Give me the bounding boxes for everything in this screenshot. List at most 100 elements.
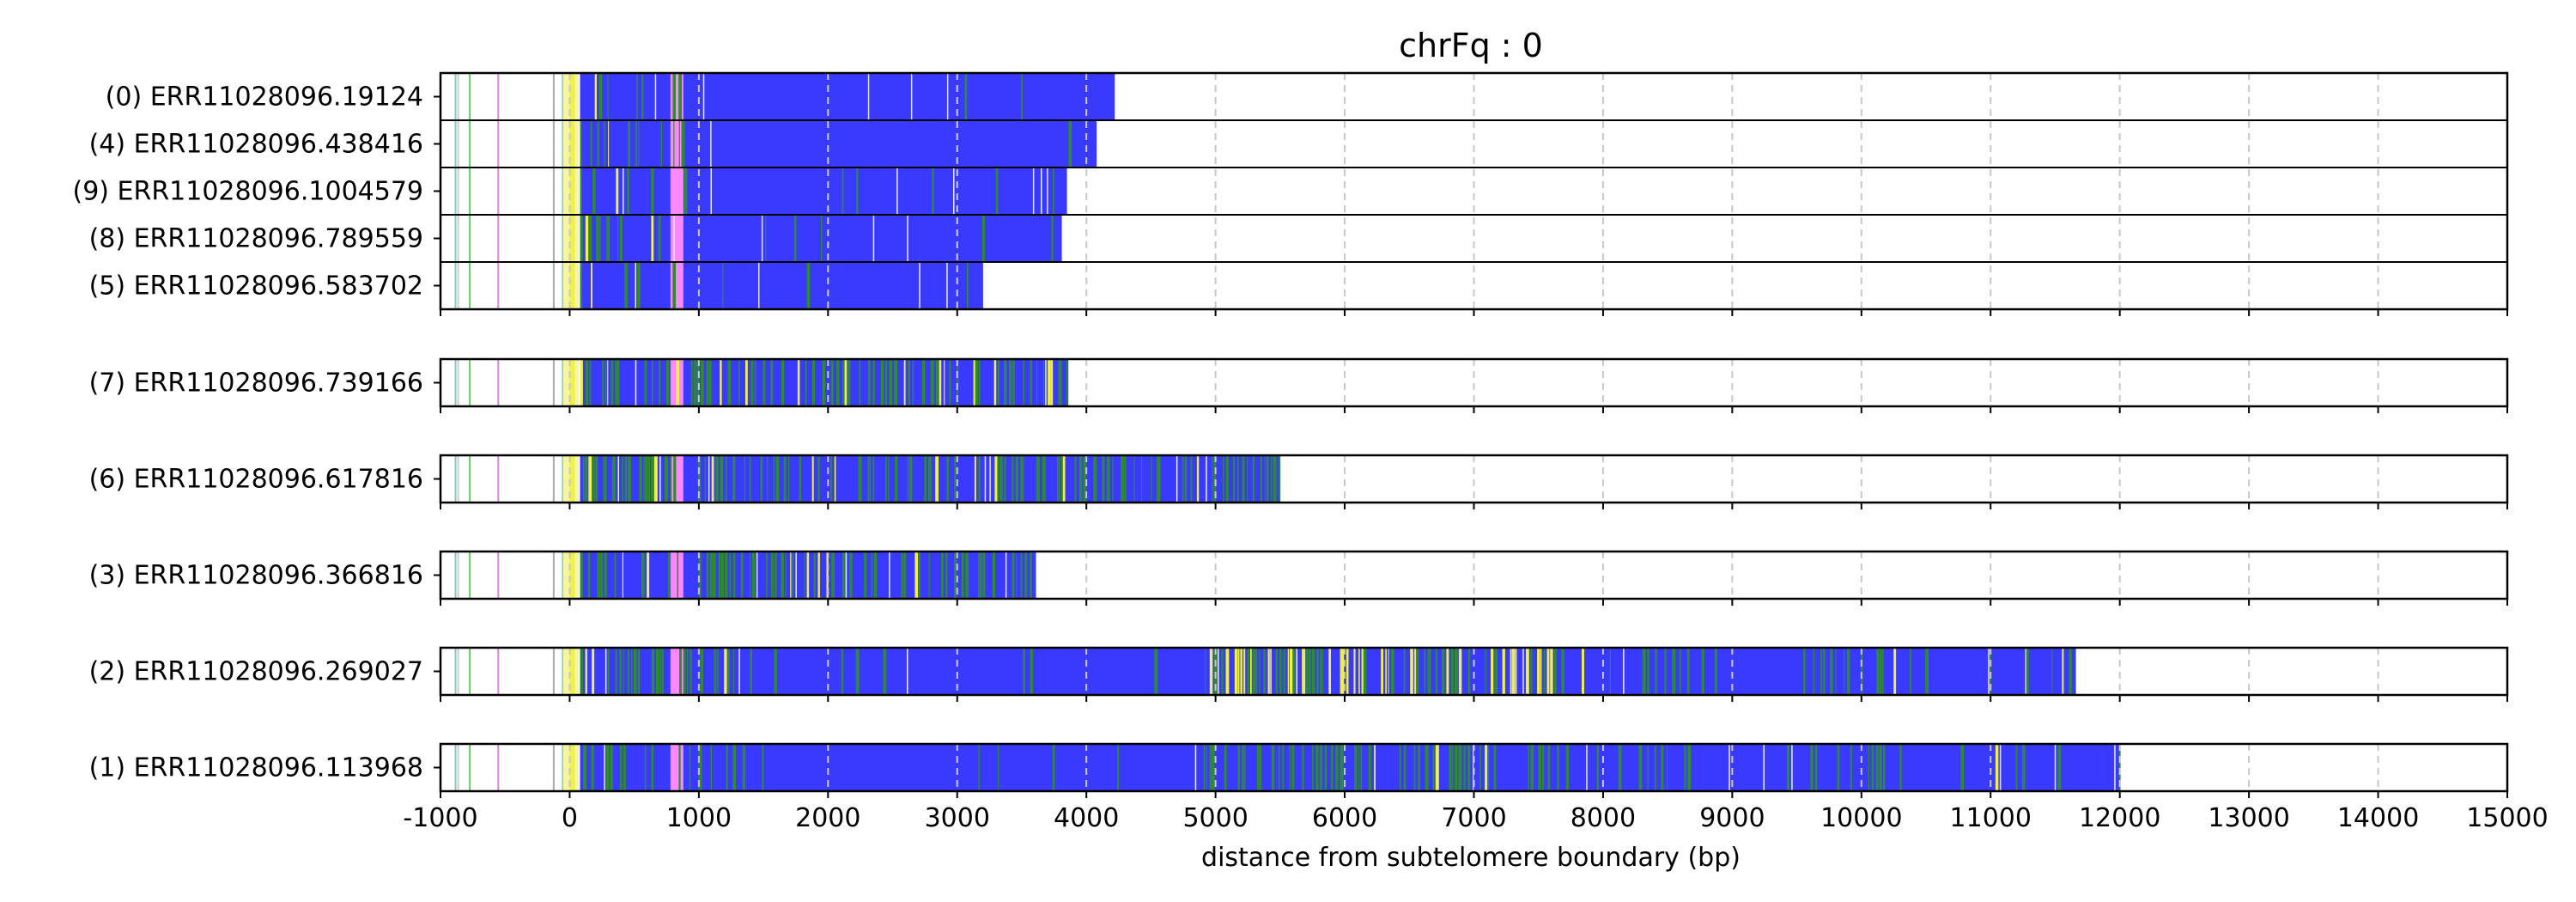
- read-segment: [592, 168, 596, 215]
- read-segment: [622, 455, 623, 503]
- read-segment: [1030, 359, 1033, 406]
- read-segment: [774, 648, 777, 695]
- read-segment: [2114, 744, 2116, 791]
- read-segment: [1550, 648, 1553, 695]
- read-segment: [998, 744, 999, 791]
- read-group: (0) ERR11028096.19124 (4) ERR11028096.438…: [72, 71, 2509, 316]
- read-segment: [894, 359, 898, 406]
- read-segment: [1340, 648, 1341, 695]
- read-segment: [856, 168, 859, 215]
- read-segment: [997, 455, 999, 503]
- read-segment: [699, 552, 702, 599]
- read-segment: [580, 120, 1097, 168]
- read-segment: [1211, 744, 1215, 791]
- read-segment: [457, 262, 459, 309]
- read-segment: [580, 359, 583, 406]
- read-segment: [1837, 744, 1840, 791]
- read-segment: [1374, 744, 1376, 791]
- read-segment: [885, 455, 887, 503]
- read-segment: [1546, 648, 1550, 695]
- read-row: [454, 168, 1067, 215]
- read-segment: [673, 215, 675, 262]
- read-segment: [1068, 120, 1072, 168]
- read-segment: [580, 168, 1067, 215]
- read-segment: [1242, 744, 1244, 791]
- read-segment: [469, 359, 471, 406]
- read-segment: [1810, 744, 1814, 791]
- read-segment: [1399, 744, 1401, 791]
- read-segment: [806, 262, 811, 309]
- read-segment: [562, 552, 564, 599]
- read-segment: [869, 455, 872, 503]
- read-segment: [1655, 744, 1656, 791]
- read-segment: [1205, 648, 1206, 695]
- read-segment: [961, 552, 964, 599]
- read-segment: [1247, 455, 1249, 503]
- read-segment: [939, 359, 942, 406]
- read-segment: [1278, 744, 1280, 791]
- read-segment: [1209, 744, 1212, 791]
- read-segment: [469, 262, 471, 309]
- read-segment: [1074, 455, 1077, 503]
- read-segment: [604, 552, 607, 599]
- read-segment: [454, 120, 457, 168]
- read-segment: [1424, 648, 1426, 695]
- read-segment: [790, 552, 792, 599]
- read-segment: [1240, 648, 1242, 695]
- read-segment: [670, 455, 683, 503]
- read-segment: [469, 648, 471, 695]
- read-segment: [924, 455, 927, 503]
- read-segment: [616, 168, 619, 215]
- read-segment: [908, 455, 913, 503]
- read-segment: [1255, 648, 1258, 695]
- read-segment: [590, 120, 592, 168]
- read-segment: [954, 552, 957, 599]
- read-segment: [1271, 455, 1273, 503]
- read-segment: [1050, 359, 1054, 406]
- read-label: (3) ERR11028096.366816: [89, 561, 423, 591]
- read-segment: [635, 359, 637, 406]
- read-segment: [880, 359, 884, 406]
- read-segment: [587, 552, 591, 599]
- read-segment: [1687, 744, 1691, 791]
- read-segment: [1242, 455, 1245, 503]
- read-segment: [589, 359, 592, 406]
- read-segment: [727, 648, 730, 695]
- read-segment: [847, 359, 849, 406]
- read-segment: [614, 552, 617, 599]
- read-segment: [1528, 744, 1529, 791]
- read-segment: [1893, 648, 1897, 695]
- read-segment: [1618, 744, 1622, 791]
- read-segment: [457, 552, 459, 599]
- read-group: (7) ERR11028096.739166: [89, 357, 2509, 413]
- read-segment: [1078, 455, 1083, 503]
- read-segment: [562, 648, 564, 695]
- read-segment: [633, 648, 637, 695]
- read-segment: [588, 455, 592, 503]
- read-segment: [666, 359, 669, 406]
- read-group: (3) ERR11028096.366816: [89, 550, 2509, 606]
- read-segment: [732, 552, 736, 599]
- read-segment: [754, 359, 756, 406]
- read-segment: [1540, 648, 1542, 695]
- read-segment: [670, 168, 683, 215]
- read-segment: [1642, 648, 1646, 695]
- read-segment: [1485, 648, 1486, 695]
- read-segment: [628, 120, 630, 168]
- read-segment: [454, 262, 457, 309]
- x-tick-label: 0: [562, 803, 578, 833]
- read-segment: [683, 168, 688, 215]
- read-segment: [1763, 744, 1765, 791]
- read-segment: [1416, 648, 1419, 695]
- x-tick-label: 4000: [1054, 803, 1119, 833]
- read-segment: [1047, 168, 1048, 215]
- read-segment: [1883, 744, 1886, 791]
- read-segment: [978, 455, 981, 503]
- read-segment: [641, 73, 644, 120]
- read-segment: [1340, 744, 1344, 791]
- read-segment: [1452, 744, 1454, 791]
- read-segment: [702, 73, 705, 120]
- read-segment: [1413, 744, 1416, 791]
- read-segment: [552, 359, 555, 406]
- read-segment: [651, 215, 654, 262]
